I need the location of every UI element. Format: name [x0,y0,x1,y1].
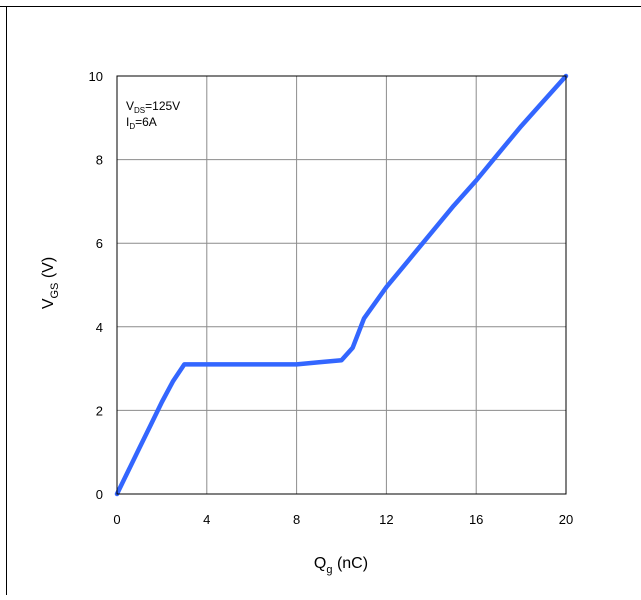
x-tick-label: 20 [559,512,573,527]
grid-lines [117,76,566,494]
x-tick-label: 16 [469,512,483,527]
y-tick-label: 10 [89,69,103,84]
y-tick-label: 4 [96,320,103,335]
x-tick-label: 4 [203,512,210,527]
y-tick-labels: 0 2 4 6 8 10 [89,69,103,502]
series-line [114,73,569,497]
annotation-vds: VDS=125V [126,99,180,115]
y-axis-label: VGS (V) [40,257,61,309]
x-tick-label: 12 [379,512,393,527]
y-tick-label: 0 [96,487,103,502]
series-layer [114,73,569,497]
y-tick-label: 8 [96,153,103,168]
x-axis-label: Qg (nC) [314,555,368,576]
plot-border [116,75,567,495]
y-tick-label: 6 [96,236,103,251]
annotation-id: ID=6A [126,115,157,131]
y-tick-label: 2 [96,403,103,418]
x-tick-label: 8 [293,512,300,527]
x-tick-labels: 0 4 8 12 16 20 [113,512,573,527]
x-tick-label: 0 [113,512,120,527]
